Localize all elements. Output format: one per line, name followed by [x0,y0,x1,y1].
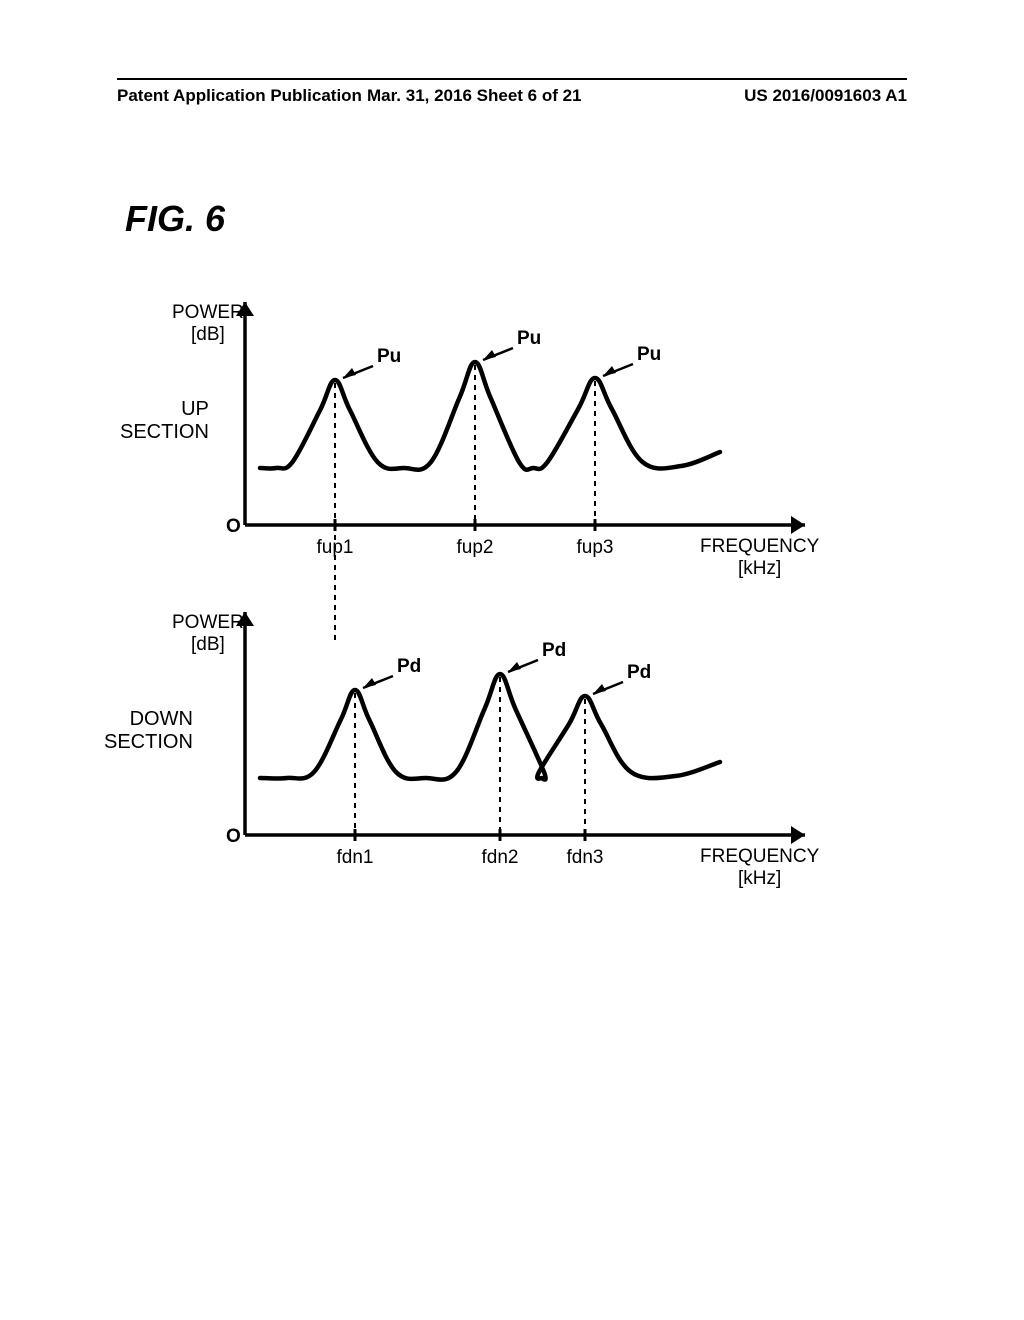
peak-label-pd-2: Pd [542,640,566,662]
peak-label-pu-1: Pu [377,346,401,368]
chart-up-svg [0,290,1024,600]
patent-page: Patent Application Publication Mar. 31, … [0,0,1024,1320]
chart-up-section: POWER [dB] UP SECTION O FREQUENCY [kHz] … [0,290,1024,600]
tick-fdn2: fdn2 [482,847,519,869]
figure-title: FIG. 6 [125,198,225,240]
header-rule [117,78,907,80]
header-right: US 2016/0091603 A1 [744,86,907,106]
peak-label-pd-3: Pd [627,662,651,684]
chart-down-section: POWER [dB] DOWN SECTION O FREQUENCY [kHz… [0,600,1024,910]
header-middle: Mar. 31, 2016 Sheet 6 of 21 [367,86,582,106]
tick-fdn3: fdn3 [567,847,604,869]
header-left: Patent Application Publication [117,86,362,106]
peak-label-pu-2: Pu [517,328,541,350]
tick-fdn1: fdn1 [337,847,374,869]
peak-label-pu-3: Pu [637,344,661,366]
tick-fup1: fup1 [317,537,354,559]
tick-fup2: fup2 [457,537,494,559]
peak-label-pd-1: Pd [397,656,421,678]
tick-fup3: fup3 [577,537,614,559]
